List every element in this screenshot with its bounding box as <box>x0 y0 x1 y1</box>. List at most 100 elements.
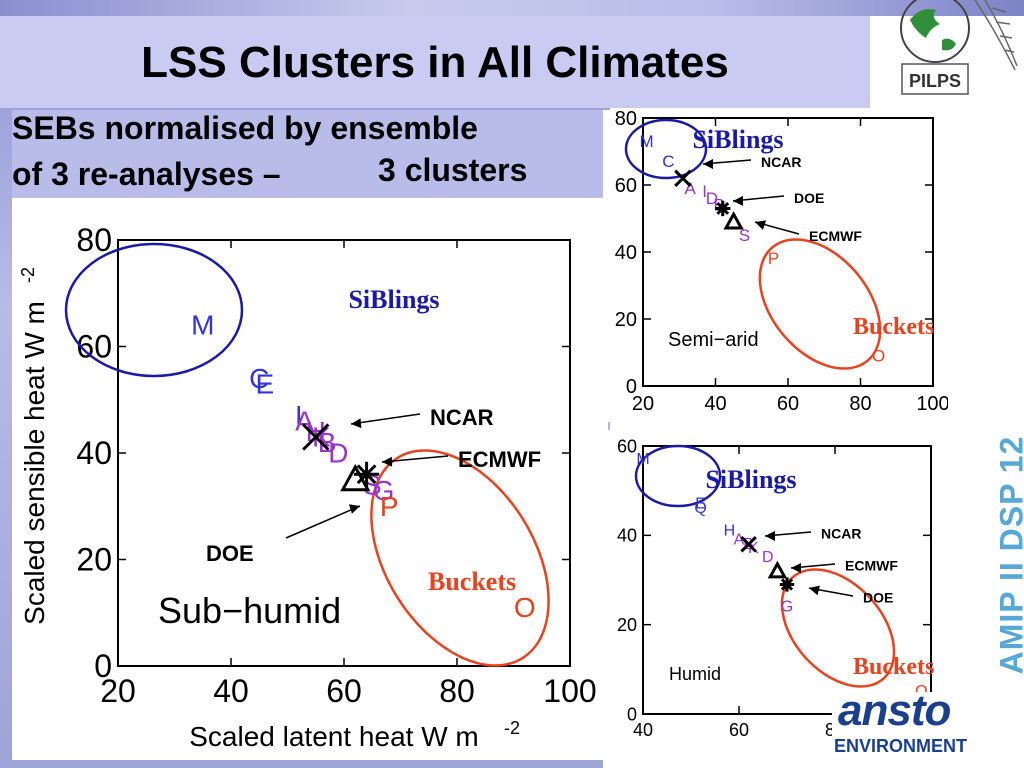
heading-box: SEBs normalised by ensemble of 3 re-anal… <box>12 110 612 198</box>
reanalysis-label: ECMWF <box>845 557 898 573</box>
siblings-cluster-ellipse <box>64 242 244 378</box>
reanalysis-label: NCAR <box>761 154 801 170</box>
ansto-name: ansto <box>838 686 951 735</box>
plot-frame <box>642 445 932 715</box>
reanalysis-marker <box>340 463 371 492</box>
slide-title: LSS Clusters in All Climates <box>141 38 729 87</box>
reanalysis-label: ECMWF <box>809 228 862 244</box>
top-strip <box>0 0 1024 16</box>
reanalysis-label: NCAR <box>821 525 861 541</box>
side-label: AMIP II DSP 12 <box>993 435 1024 675</box>
ansto-environment: ENVIRONMENT <box>834 736 968 756</box>
model-point: I <box>295 400 303 431</box>
heading-line-3: 3 clusters <box>378 152 528 188</box>
heading-line-1: SEBs normalised by ensemble <box>12 110 478 146</box>
model-point: M <box>191 310 214 341</box>
y-tick-label: 60 <box>615 175 637 197</box>
y-tick-label: 80 <box>76 222 112 258</box>
regime-label: Humid <box>669 664 721 684</box>
pilps-logo: PILPS <box>880 0 1020 110</box>
reanalysis-label: ECMWF <box>458 447 541 472</box>
y-tick-label: 20 <box>76 542 112 578</box>
y-tick-label: 20 <box>615 309 637 331</box>
model-point: S <box>739 226 750 245</box>
x-tick-label: 100 <box>916 393 948 415</box>
humid-scatter-chart: 4060801000204060SiBlingsBucketsHumidMEQH… <box>603 430 948 768</box>
model-point: E <box>695 496 706 513</box>
buckets-label: Buckets <box>428 567 516 596</box>
reanalysis-marker <box>674 169 692 188</box>
y-axis-title: Scaled sensible heat W m <box>19 301 50 625</box>
x-tick-label: 20 <box>100 673 136 709</box>
model-point: E <box>256 368 275 399</box>
x-tick-label: 20 <box>632 393 654 415</box>
regime-label: Sub−humid <box>158 590 341 631</box>
reanalysis-label: DOE <box>794 190 824 206</box>
y-tick-label: 40 <box>76 435 112 471</box>
x-tick-label: 40 <box>213 673 249 709</box>
model-point: D <box>706 189 718 208</box>
reanalysis-marker <box>779 577 795 592</box>
y-tick-label: 60 <box>617 436 637 456</box>
siblings-cluster-ellipse <box>634 444 722 508</box>
model-point: P <box>768 249 779 268</box>
x-axis-title: Scaled latent heat W m <box>189 721 478 752</box>
model-point: H <box>306 416 326 447</box>
reanalysis-marker <box>723 211 744 230</box>
siblings-cluster-ellipse <box>624 118 708 180</box>
y-tick-label: 20 <box>617 615 637 635</box>
semi-arid-scatter-chart: 20 40 60 80 100020406080SiBlingsBucketsSemi−… <box>603 110 948 422</box>
y-tick-label: 80 <box>615 110 637 130</box>
pilps-globe-icon: PILPS <box>900 0 1018 95</box>
reanalysis-label: DOE <box>863 589 893 605</box>
model-point: C <box>249 363 269 394</box>
model-point: O <box>514 592 536 623</box>
reanalysis-label: DOE <box>206 541 254 566</box>
reanalysis-marker <box>302 423 330 451</box>
x-tick-label: 80 <box>439 673 475 709</box>
reanalysis-annotation <box>732 195 785 206</box>
buckets-cluster-ellipse <box>370 449 550 667</box>
heading-line-2: of 3 re-analyses – <box>12 156 281 192</box>
x-tick-label: 40 <box>633 720 653 740</box>
model-point: G <box>373 475 395 506</box>
ansto-logo: ansto ENVIRONMENT <box>832 686 1002 764</box>
y-axis-title-sup: -2 <box>18 267 38 283</box>
reanalysis-annotation <box>808 585 854 597</box>
model-point: H <box>724 522 736 539</box>
reanalysis-marker <box>767 560 788 579</box>
model-point: C <box>662 152 674 171</box>
model-point: I <box>702 182 707 201</box>
y-tick-label: 0 <box>626 376 637 398</box>
x-tick-label: 80 <box>849 393 871 415</box>
main-scatter-chart: 20 40 60 80 100020406080SiBlingsBucketsSub−h… <box>12 198 608 760</box>
reanalysis-annotation <box>764 531 812 541</box>
logo-text: PILPS <box>909 71 961 91</box>
x-tick-label: 60 <box>777 393 799 415</box>
siblings-label: SiBlings <box>348 285 439 314</box>
reanalysis-annotation <box>754 220 800 235</box>
regime-label: Semi−arid <box>668 329 759 351</box>
siblings-label: SiBlings <box>692 125 783 154</box>
reanalysis-annotation <box>790 563 836 573</box>
reanalysis-annotation <box>381 455 449 467</box>
y-tick-label: 40 <box>617 526 637 546</box>
buckets-cluster-ellipse <box>780 568 896 688</box>
model-point: A <box>734 531 745 548</box>
reanalysis-label: NCAR <box>430 405 494 430</box>
reanalysis-marker <box>740 536 757 553</box>
x-tick-label: 40 <box>704 393 726 415</box>
model-point: B <box>318 427 337 458</box>
y-tick-label: 0 <box>627 704 637 724</box>
model-point: M <box>640 132 654 151</box>
model-point: K <box>312 422 331 453</box>
buckets-label: Buckets <box>853 654 934 680</box>
model-point: P <box>380 491 399 522</box>
y-tick-label: 0 <box>94 648 112 684</box>
reanalysis-marker <box>354 461 380 487</box>
model-point: D <box>328 438 348 469</box>
title-bar <box>0 16 870 108</box>
y-tick-label: 40 <box>615 242 637 264</box>
x-tick-label: 100 <box>543 673 596 709</box>
buckets-label: Buckets <box>853 314 934 340</box>
